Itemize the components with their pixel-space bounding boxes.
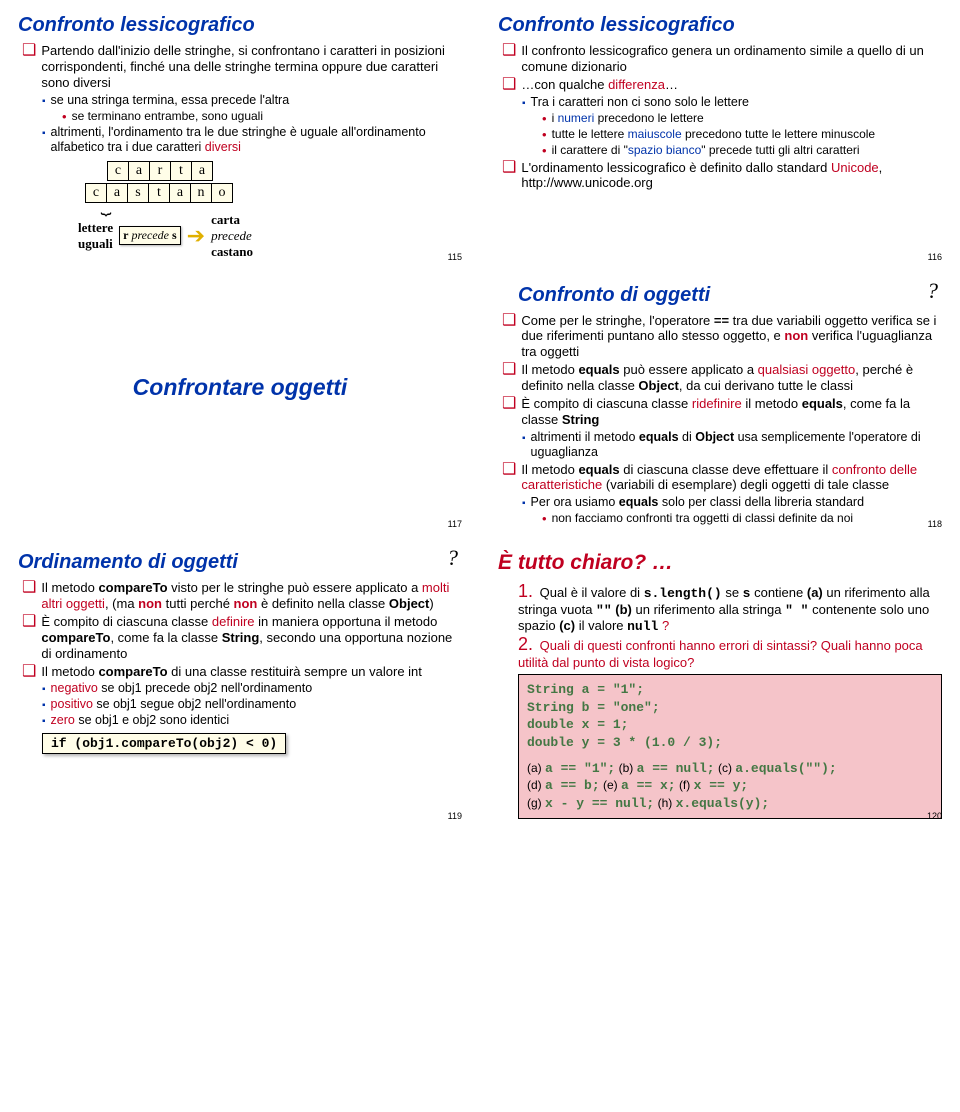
sub-bullet: ▪Tra i caratteri non ci sono solo le let… (522, 95, 942, 110)
slide-119: ? Ordinamento di oggetti ❑Il metodo comp… (10, 547, 470, 819)
code-question-box: String a = "1"; String b = "one"; double… (518, 674, 942, 819)
code-box: if (obj1.compareTo(obj2) < 0) (42, 733, 286, 754)
think-icon: ? (447, 545, 458, 571)
text: È compito di ciascuna classe definire in… (41, 614, 462, 662)
text: se una stringa termina, essa precede l'a… (51, 93, 462, 108)
sub-bullet: ▪positivo se obj1 segue obj2 nell'ordina… (42, 697, 462, 712)
bullet: ❑È compito di ciascuna classe ridefinire… (502, 396, 942, 428)
bullet: ❑…con qualche differenza… (502, 77, 942, 93)
slide-title: Confronto lessicografico (18, 14, 462, 37)
cell: s (127, 183, 149, 203)
text: Partendo dall'inizio delle stringhe, si … (41, 43, 462, 91)
page-number: 116 (928, 252, 942, 262)
slide-116: Confronto lessicografico ❑Il confronto l… (490, 10, 950, 260)
text: i numeri precedono le lettere (552, 111, 942, 126)
slide-115: Confronto lessicografico ❑Partendo dall'… (10, 10, 470, 260)
page-number: 115 (448, 252, 462, 262)
text: L'ordinamento lessicografico è definito … (521, 160, 942, 192)
word-diagram: c a r t a c a s t a n o ⏟ lettereuguali … (78, 161, 462, 260)
bullet: ❑Il metodo equals può essere applicato a… (502, 362, 942, 394)
sub-bullet: ▪altrimenti il metodo equals di Object u… (522, 430, 942, 460)
sub-bullet: ▪se una stringa termina, essa precede l'… (42, 93, 462, 108)
text: il carattere di "spazio bianco" precede … (552, 143, 942, 158)
page-number: 119 (448, 811, 462, 821)
code-line: double x = 1; (527, 716, 933, 734)
code-line: String b = "one"; (527, 699, 933, 717)
think-icon: ? (927, 278, 938, 304)
sub-bullet: ▪Per ora usiamo equals solo per classi d… (522, 495, 942, 510)
bullet: ❑Come per le stringhe, l'operatore == tr… (502, 313, 942, 361)
slide-title: Confronto di oggetti (518, 284, 942, 307)
question-1: 1. Qual è il valore di s.length() se s c… (518, 581, 942, 634)
question-2: 2. Quali di questi confronti hanno error… (518, 634, 942, 670)
sub-sub-bullet: •se terminano entrambe, sono uguali (62, 109, 462, 124)
bullet: ❑Il confronto lessicografico genera un o… (502, 43, 942, 75)
cell: a (191, 161, 213, 181)
page-number: 117 (448, 519, 462, 529)
sub-sub-bullet: •non facciamo confronti tra oggetti di c… (542, 511, 942, 526)
option-row: (a) a == "1"; (b) a == null; (c) a.equal… (527, 760, 933, 778)
cell: r (149, 161, 171, 181)
text: altrimenti, l'ordinamento tra le due str… (51, 125, 462, 155)
bullet: ❑L'ordinamento lessicografico è definito… (502, 160, 942, 192)
sub-sub-bullet: •tutte le lettere maiuscole precedono tu… (542, 127, 942, 142)
option-row: (d) a == b; (e) a == x; (f) x == y; (527, 777, 933, 795)
bullet: ❑Il metodo compareTo visto per le string… (22, 580, 462, 612)
slide-title: Confrontare oggetti (18, 374, 462, 401)
annotation: lettereuguali (78, 220, 113, 252)
code-line: String a = "1"; (527, 681, 933, 699)
cell: c (107, 161, 129, 181)
bullet: ❑Partendo dall'inizio delle stringhe, si… (22, 43, 462, 91)
text: …con qualche differenza… (521, 77, 942, 93)
bullet: ❑Il metodo equals di ciascuna classe dev… (502, 462, 942, 494)
slide-120: È tutto chiaro? … 1. Qual è il valore di… (490, 547, 950, 819)
cell: t (148, 183, 170, 203)
option-row: (g) x - y == null; (h) x.equals(y); (527, 795, 933, 813)
text: altrimenti il metodo equals di Object us… (531, 430, 942, 460)
text: Per ora usiamo equals solo per classi de… (531, 495, 942, 510)
sub-bullet: ▪zero se obj1 e obj2 sono identici (42, 713, 462, 728)
slide-117: Confrontare oggetti 117 (10, 280, 470, 528)
text: positivo se obj1 segue obj2 nell'ordinam… (51, 697, 462, 712)
cell: t (170, 161, 192, 181)
page-number: 120 (927, 811, 942, 821)
cell: a (169, 183, 191, 203)
code-line: double y = 3 * (1.0 / 3); (527, 734, 933, 752)
sub-sub-bullet: •il carattere di "spazio bianco" precede… (542, 143, 942, 158)
annotation: cartaprecedecastano (211, 212, 253, 260)
text: È compito di ciascuna classe ridefinire … (521, 396, 942, 428)
arrow-icon: ➔ (187, 229, 205, 243)
slide-title: Ordinamento di oggetti (18, 551, 462, 574)
bullet: ❑Il metodo compareTo di una classe resti… (22, 664, 462, 680)
slide-118: ? Confronto di oggetti ❑Come per le stri… (490, 280, 950, 528)
text: Tra i caratteri non ci sono solo le lett… (531, 95, 942, 110)
text: tutte le lettere maiuscole precedono tut… (552, 127, 942, 142)
cell: o (211, 183, 233, 203)
text: Il metodo compareTo visto per le stringh… (41, 580, 462, 612)
text: se terminano entrambe, sono uguali (72, 109, 462, 124)
page-number: 118 (928, 519, 942, 529)
text: Come per le stringhe, l'operatore == tra… (521, 313, 942, 361)
cell: n (190, 183, 212, 203)
sub-bullet: ▪negativo se obj1 precede obj2 nell'ordi… (42, 681, 462, 696)
text: Il metodo equals può essere applicato a … (521, 362, 942, 394)
text: Il confronto lessicografico genera un or… (521, 43, 942, 75)
bullet: ❑È compito di ciascuna classe definire i… (22, 614, 462, 662)
cell: a (128, 161, 150, 181)
sub-bullet: ▪altrimenti, l'ordinamento tra le due st… (42, 125, 462, 155)
annotation-box: r precede s (119, 226, 181, 245)
text: negativo se obj1 precede obj2 nell'ordin… (51, 681, 462, 696)
slide-title: È tutto chiaro? … (498, 551, 942, 575)
text: Il metodo compareTo di una classe restit… (41, 664, 462, 680)
sub-sub-bullet: •i numeri precedono le lettere (542, 111, 942, 126)
text: Il metodo equals di ciascuna classe deve… (521, 462, 942, 494)
slide-title: Confronto lessicografico (498, 14, 942, 37)
text: non facciamo confronti tra oggetti di cl… (552, 511, 942, 526)
text: zero se obj1 e obj2 sono identici (51, 713, 462, 728)
